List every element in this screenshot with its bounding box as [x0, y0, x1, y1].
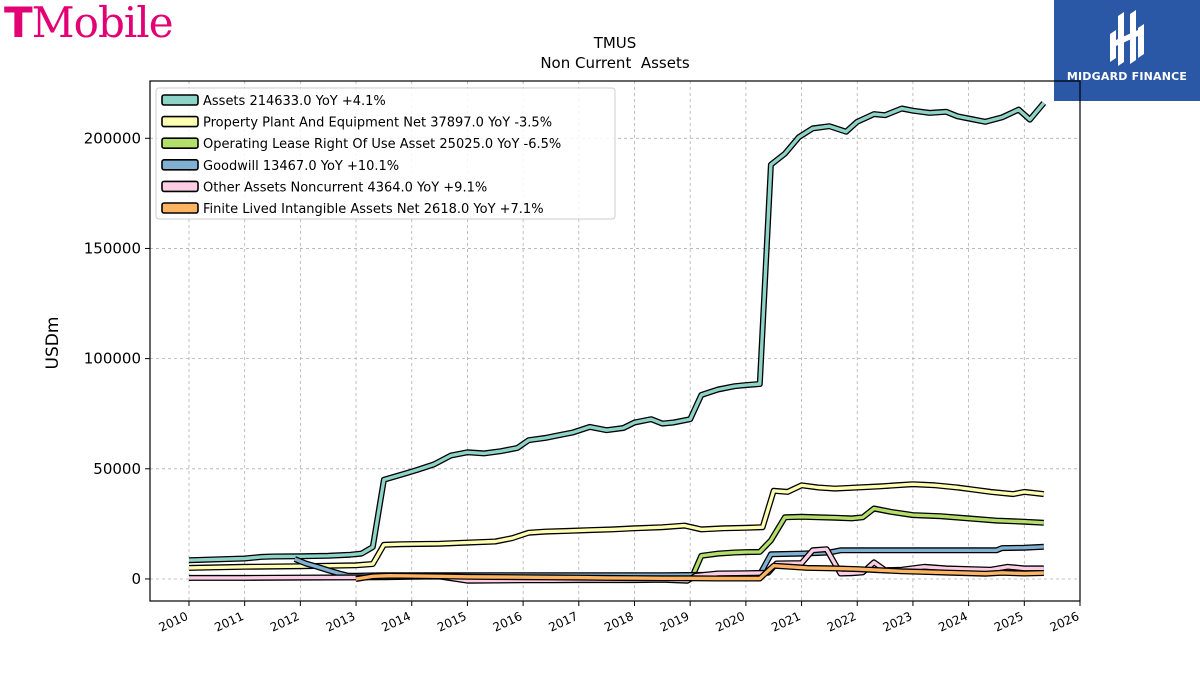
- x-tick-label: 2017: [546, 609, 580, 635]
- series-lines: [188, 101, 1047, 584]
- legend-label: Assets 214633.0 YoY +4.1%: [203, 94, 386, 109]
- legend-label: Operating Lease Right Of Use Asset 25025…: [203, 137, 561, 152]
- x-tick-label: 2026: [1048, 609, 1082, 635]
- y-axis-label: USDm: [43, 317, 63, 370]
- midgard-emblem-icon: [1110, 10, 1144, 66]
- x-tick-label: 2010: [157, 609, 191, 635]
- legend-box: [155, 87, 616, 220]
- x-tick-label: 2021: [769, 609, 803, 635]
- legend-swatch: [161, 94, 199, 106]
- legend-swatch: [161, 180, 199, 193]
- y-tick-label: 200000: [84, 129, 141, 147]
- legend-swatch: [161, 202, 199, 214]
- x-tick-label: 2025: [992, 609, 1026, 635]
- x-tick-label: 2022: [825, 609, 859, 635]
- series-line: [684, 506, 1044, 578]
- series-line: [355, 564, 1044, 581]
- midgard-finance-logo: MIDGARD FINANCE: [1054, 0, 1200, 101]
- x-tick-label: 2016: [491, 609, 525, 635]
- t-mobile-logo-text: Mobile: [31, 0, 174, 47]
- series-line: [294, 545, 1044, 578]
- y-tick-label: 100000: [84, 350, 141, 368]
- x-tick-label: 2014: [379, 609, 413, 635]
- legend-label: Property Plant And Equipment Net 37897.0…: [203, 116, 552, 131]
- plot-frame: [149, 80, 1081, 602]
- series-line: [188, 482, 1044, 570]
- chart-subtitle: Non Current Assets: [540, 54, 690, 72]
- midgard-finance-wordmark: MIDGARD FINANCE: [1066, 70, 1188, 83]
- x-tick-label: 2020: [714, 609, 748, 635]
- x-tick-label: 2018: [602, 609, 636, 635]
- y-tick-label: 0: [131, 570, 141, 588]
- t-mobile-logo: TMobile: [4, 0, 174, 47]
- legend-label: Other Assets Noncurrent 4364.0 YoY +9.1%: [203, 180, 487, 195]
- y-tick-label: 50000: [93, 460, 141, 478]
- x-tick-label: 2013: [324, 609, 358, 635]
- y-axis: 0 50000 100000 150000 200000: [84, 129, 150, 588]
- x-tick-label: 2023: [881, 609, 915, 635]
- t-mobile-logo-mark: T: [4, 0, 33, 47]
- series-line: [188, 101, 1046, 562]
- x-tick-label: 2024: [936, 609, 970, 635]
- x-tick-label: 2011: [212, 609, 246, 635]
- x-axis: 2010 2011 2012 2013 2014 2015 2016 2017 2018 2019…: [157, 601, 1082, 635]
- legend-swatch: [161, 137, 199, 149]
- x-tick-label: 2019: [658, 609, 692, 635]
- chart-title: TMUS: [593, 34, 637, 52]
- y-tick-label: 150000: [84, 239, 141, 257]
- legend: Assets 214633.0 YoY +4.1% Property Plant …: [155, 87, 616, 220]
- legend-label: Goodwill 13467.0 YoY +10.1%: [203, 159, 399, 174]
- legend-swatch: [161, 115, 199, 128]
- x-tick-label: 2012: [268, 609, 302, 635]
- legend-swatch: [161, 159, 199, 171]
- legend-label: Finite Lived Intangible Assets Net 2618.…: [203, 202, 544, 217]
- x-tick-label: 2015: [435, 609, 469, 635]
